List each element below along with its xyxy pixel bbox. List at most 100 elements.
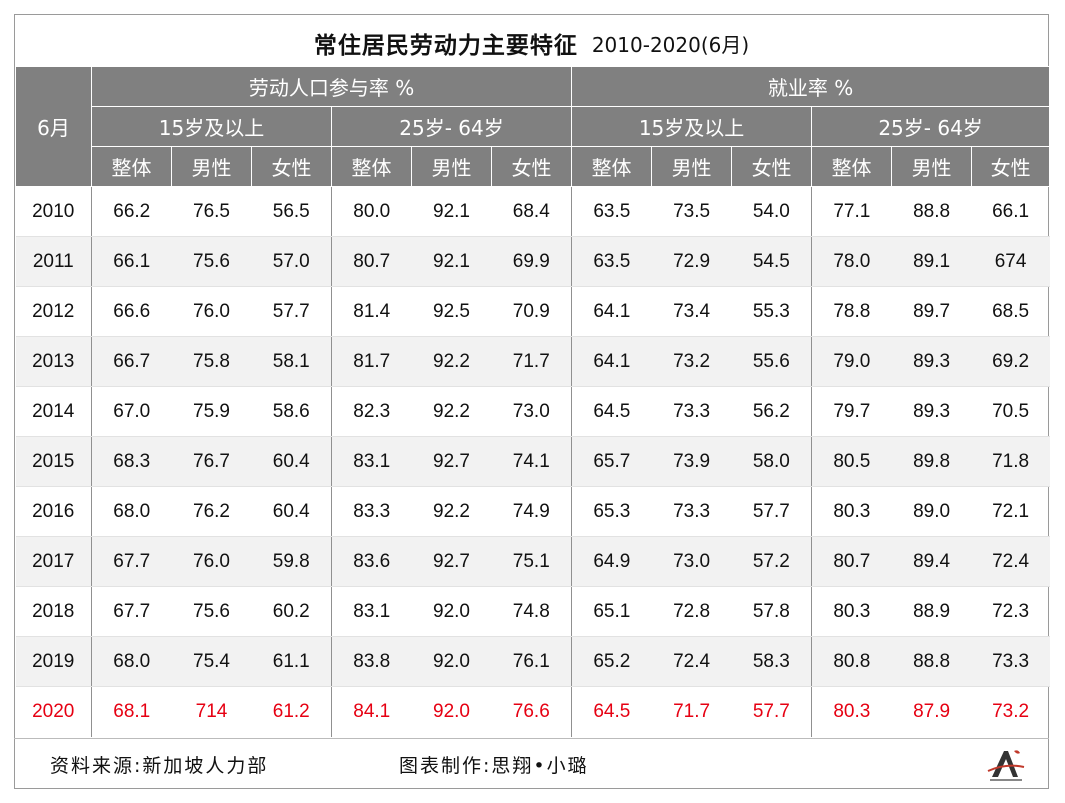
value-cell: 89.1 <box>891 236 972 287</box>
value-cell: 57.0 <box>251 236 332 287</box>
value-cell: 76.0 <box>171 536 252 587</box>
year-cell: 2012 <box>15 286 92 337</box>
value-cell: 63.5 <box>571 186 652 237</box>
value-cell: 714 <box>195 700 228 722</box>
value-cell: 88.9 <box>891 586 972 637</box>
value-cell: 81.4 <box>331 286 412 337</box>
column-header: 男性 <box>891 146 973 187</box>
value-cell: 64.1 <box>571 336 652 387</box>
value-cell: 83.1 <box>331 586 412 637</box>
year-cell: 2020 <box>15 686 92 737</box>
value-cell: 66.1 <box>971 186 1050 237</box>
age-header: 15岁及以上 <box>91 106 332 147</box>
table-row: 2019 68.0 75.4 61.1 83.8 92.0 76.1 65.2 72.4 58.3… <box>15 636 1050 687</box>
value-cell: 88.8 <box>891 636 972 687</box>
value-cell: 68.0 <box>91 636 172 687</box>
value-cell: 65.3 <box>571 486 652 537</box>
value-cell: 80.3 <box>833 700 871 722</box>
column-header: 整体 <box>811 146 893 187</box>
value-cell: 56.2 <box>731 386 813 437</box>
value-cell: 57.7 <box>251 286 332 337</box>
table-row: 2013 66.7 75.8 58.1 81.7 92.2 71.7 64.1 73.2 55.6… <box>15 336 1050 387</box>
value-cell: 61.1 <box>251 636 332 687</box>
value-cell: 73.2 <box>651 336 732 387</box>
footer: 资料来源:新加坡人力部 图表制作:思翔•小璐 <box>14 738 1049 788</box>
column-header: 男性 <box>171 146 252 187</box>
value-cell: 72.4 <box>971 536 1050 587</box>
value-cell: 83.3 <box>331 486 412 537</box>
value-cell: 80.3 <box>811 586 892 637</box>
value-cell: 73.0 <box>651 536 732 587</box>
value-cell: 77.1 <box>811 186 892 237</box>
value-cell: 57.7 <box>731 486 813 537</box>
value-cell: 80.8 <box>811 636 892 687</box>
value-cell: 76.0 <box>171 286 252 337</box>
value-cell: 54.5 <box>731 236 813 287</box>
value-cell: 73.3 <box>971 636 1050 687</box>
value-cell: 60.4 <box>251 486 332 537</box>
value-cell: 79.0 <box>811 336 892 387</box>
value-cell: 75.4 <box>171 636 252 687</box>
value-cell: 71.8 <box>971 436 1050 487</box>
table-row: 2020 68.1 714 61.2 84.1 92.0 76.6 64.5 71.7 57.7 8… <box>15 686 1050 737</box>
value-cell: 72.1 <box>971 486 1050 537</box>
value-cell: 79.7 <box>811 386 892 437</box>
value-cell: 73.0 <box>491 386 573 437</box>
value-cell: 57.8 <box>731 586 813 637</box>
value-cell: 74.8 <box>491 586 573 637</box>
value-cell: 70.5 <box>971 386 1050 437</box>
author-note: 图表制作:思翔•小璐 <box>399 755 589 777</box>
group-header-participation: 劳动人口参与率 % <box>90 66 573 107</box>
value-cell: 89.8 <box>891 436 972 487</box>
column-header: 女性 <box>971 146 1051 187</box>
value-cell: 75.6 <box>171 236 252 287</box>
value-cell: 92.1 <box>411 186 492 237</box>
value-cell: 89.4 <box>891 536 972 587</box>
chart-title: 常住居民劳动力主要特征 2010-2020(6月) <box>14 22 1049 64</box>
value-cell: 76.5 <box>171 186 252 237</box>
year-cell: 2015 <box>15 436 92 487</box>
value-cell: 67.7 <box>91 586 172 637</box>
value-cell: 68.1 <box>113 700 151 722</box>
year-cell: 2016 <box>15 486 92 537</box>
value-cell: 89.7 <box>891 286 972 337</box>
table-row: 2016 68.0 76.2 60.4 83.3 92.2 74.9 65.3 73.3 57.7… <box>15 486 1050 537</box>
year-cell: 2010 <box>15 186 92 237</box>
group-header-employment: 就业率 % <box>571 66 1051 107</box>
value-cell: 67.7 <box>91 536 172 587</box>
year-cell: 2017 <box>15 536 92 587</box>
value-cell: 61.2 <box>251 686 332 737</box>
table-row: 2017 67.7 76.0 59.8 83.6 92.7 75.1 64.9 73.0 57.2… <box>15 536 1050 587</box>
value-cell: 75.8 <box>171 336 252 387</box>
value-cell: 68.3 <box>91 436 172 487</box>
value-cell: 68.5 <box>971 286 1050 337</box>
value-cell: 66.6 <box>91 286 172 337</box>
value-cell: 56.5 <box>251 186 332 237</box>
value-cell: 64.1 <box>571 286 652 337</box>
value-cell: 80.7 <box>331 236 412 287</box>
value-cell: 80.0 <box>331 186 412 237</box>
value-cell: 55.6 <box>731 336 813 387</box>
value-cell: 88.8 <box>891 186 972 237</box>
value-cell: 68.4 <box>491 186 573 237</box>
value-cell: 65.7 <box>571 436 652 487</box>
value-cell: 76.7 <box>171 436 252 487</box>
value-cell: 81.7 <box>331 336 412 387</box>
value-cell: 54.0 <box>731 186 813 237</box>
value-cell: 92.0 <box>411 636 492 687</box>
value-cell: 92.2 <box>411 486 492 537</box>
value-cell: 64.5 <box>593 700 631 722</box>
value-cell: 76.6 <box>491 686 573 737</box>
value-cell: 63.5 <box>571 236 652 287</box>
labor-table: 6月 劳动人口参与率 % 就业率 % 15岁及以上 25岁- 64岁 15岁及以… <box>15 66 1051 737</box>
logo-icon <box>987 750 1025 781</box>
value-cell: 674 <box>971 236 1050 287</box>
column-header: 整体 <box>331 146 412 187</box>
table-row: 2010 66.2 76.5 56.5 80.0 92.1 68.4 63.5 73.5 54.0… <box>15 186 1050 237</box>
value-cell: 78.0 <box>811 236 892 287</box>
value-cell: 78.8 <box>811 286 892 337</box>
value-cell: 66.2 <box>91 186 172 237</box>
value-cell: 69.9 <box>491 236 573 287</box>
value-cell: 55.3 <box>731 286 813 337</box>
year-cell: 2019 <box>15 636 92 687</box>
